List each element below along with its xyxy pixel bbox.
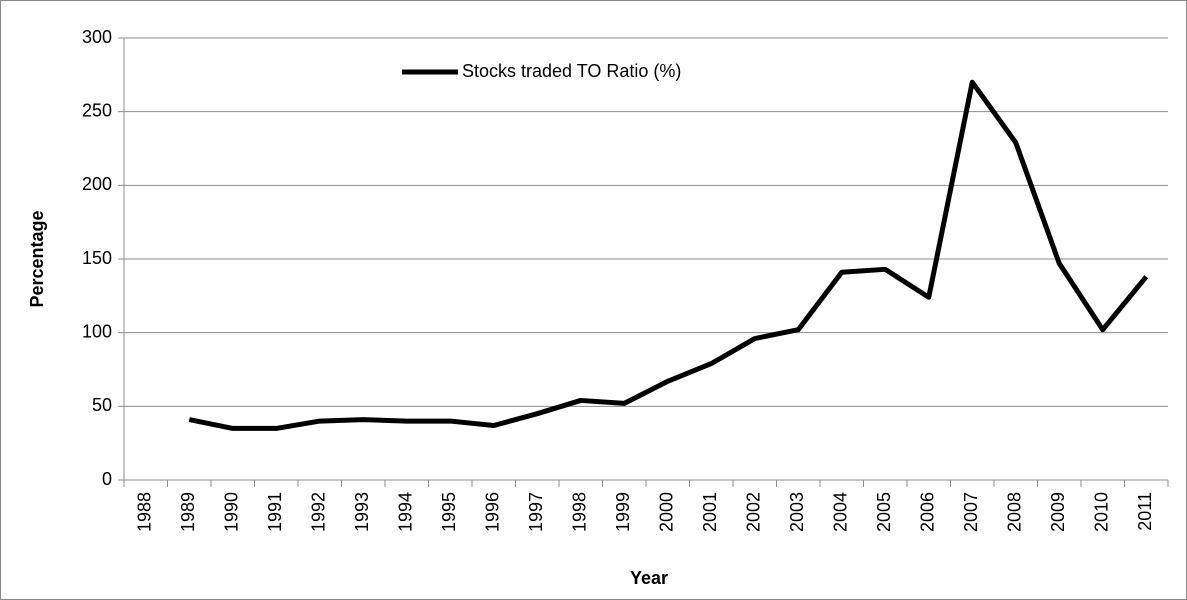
x-tick-label: 1989 [178, 492, 198, 532]
x-tick-label: 1994 [396, 492, 416, 532]
x-tick-label: 2008 [1005, 492, 1025, 532]
x-tick-label: 1995 [439, 492, 459, 532]
x-tick-label: 2006 [918, 492, 938, 532]
y-axis-label: Percentage [27, 210, 47, 307]
x-tick-label: 1999 [613, 492, 633, 532]
x-tick-label: 2010 [1092, 492, 1112, 532]
y-tick-label: 200 [82, 174, 112, 194]
y-tick-label: 150 [82, 248, 112, 268]
x-tick-label: 1993 [352, 492, 372, 532]
y-tick-label: 50 [92, 395, 112, 415]
y-tick-label: 250 [82, 100, 112, 120]
legend-label: Stocks traded TO Ratio (%) [462, 61, 681, 81]
x-tick-label: 2007 [961, 492, 981, 532]
x-tick-label: 2009 [1048, 492, 1068, 532]
x-tick-label: 2004 [831, 492, 851, 532]
x-tick-label: 1991 [265, 492, 285, 532]
x-tick-label: 2011 [1135, 492, 1155, 531]
y-tick-label: 0 [102, 469, 112, 489]
x-tick-label: 2001 [700, 492, 720, 532]
y-tick-label: 300 [82, 27, 112, 47]
x-tick-label: 1992 [309, 492, 329, 532]
x-tick-label: 2000 [657, 492, 677, 532]
x-tick-label: 1990 [222, 492, 242, 532]
x-tick-label: 1996 [483, 492, 503, 532]
x-tick-label: 2005 [874, 492, 894, 532]
y-tick-label: 100 [82, 321, 112, 341]
x-tick-label: 2003 [787, 492, 807, 532]
x-tick-label: 1998 [570, 492, 590, 532]
x-tick-label: 1997 [526, 492, 546, 532]
x-axis-label: Year [630, 568, 668, 588]
line-series [188, 79, 1149, 431]
x-tick-label: 2002 [744, 492, 764, 532]
x-tick-label: 1988 [135, 492, 155, 532]
